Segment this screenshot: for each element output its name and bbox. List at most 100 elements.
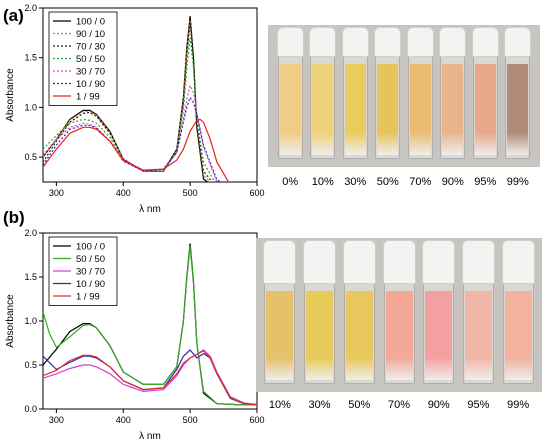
- vial: [502, 276, 534, 384]
- vial-glass: [505, 49, 531, 159]
- vial-cap: [263, 240, 297, 284]
- vial-cap: [342, 240, 376, 284]
- vial-cap: [309, 27, 337, 57]
- legend-label-0: 100 / 0: [76, 17, 105, 28]
- concentration-label: 50%: [348, 399, 371, 411]
- y-tick-label: 1.5: [24, 53, 37, 63]
- vial-cap: [504, 27, 532, 57]
- y-tick-label: 1.0: [24, 102, 37, 112]
- vial-cap: [501, 240, 535, 284]
- series-line-1: [43, 246, 257, 406]
- vial: [342, 49, 368, 159]
- vial-solution: [345, 291, 373, 380]
- legend-box: [48, 11, 118, 106]
- concentration-label: 70%: [387, 399, 411, 411]
- vials-photo-a: [268, 25, 540, 167]
- series-line-3: [43, 37, 216, 182]
- vial-solution: [279, 64, 301, 155]
- legend-label-1: 50 / 50: [76, 254, 105, 265]
- series-line-2: [43, 349, 257, 406]
- vial-solution: [385, 291, 413, 380]
- vial-cap: [471, 27, 499, 57]
- vial: [383, 276, 415, 384]
- vial-solution: [474, 64, 496, 155]
- y-tick-label: 2.0: [24, 3, 37, 13]
- x-axis-label: λ nm: [139, 431, 161, 442]
- legend-label-3: 10 / 90: [76, 279, 105, 290]
- percentage-labels-a: 0% 10% 30% 50% 70% 90% 95% 99%: [268, 176, 540, 190]
- vial-solution: [507, 64, 529, 155]
- vial-cap: [374, 27, 402, 57]
- vial-cap: [303, 240, 337, 284]
- y-tick-label: 0.0: [24, 404, 37, 414]
- concentration-label: 95%: [474, 176, 497, 188]
- y-tick-label: 1.0: [24, 316, 37, 326]
- panel-a-label: (a): [3, 6, 24, 25]
- vial-cap: [406, 27, 434, 57]
- legend-label-0: 100 / 0: [76, 242, 105, 253]
- vial: [440, 49, 466, 159]
- x-tick-label: 600: [249, 188, 264, 198]
- series-line-4: [43, 83, 219, 182]
- legend-label-6: 1 / 99: [76, 92, 100, 103]
- vial-glass: [304, 276, 336, 384]
- y-tick-label: 2.0: [24, 228, 37, 238]
- panel-b-label: (b): [3, 208, 25, 227]
- vial-cap: [382, 240, 416, 284]
- vial-glass: [440, 49, 466, 159]
- vial-solution: [425, 291, 453, 380]
- x-tick-label: 500: [183, 415, 198, 425]
- legend-label-2: 30 / 70: [76, 267, 105, 278]
- concentration-label: 99%: [507, 399, 530, 411]
- vial-glass: [277, 49, 303, 159]
- absorbance-chart-b: 300 400 500 600 0.0 0.5 1.0 1.5 2.0 λ nm Absorbanc…: [5, 228, 265, 442]
- vial-solution: [377, 64, 399, 155]
- percentage-labels-b: 10% 30% 50% 70% 90% 95% 99%: [256, 399, 542, 413]
- series-line-6: [43, 118, 230, 182]
- legend-label-1: 90 / 10: [76, 29, 105, 40]
- legend-label-5: 10 / 90: [76, 79, 105, 90]
- vial: [423, 276, 455, 384]
- concentration-label: 0%: [282, 176, 299, 188]
- x-tick-label: 600: [249, 415, 264, 425]
- plot-frame: [42, 7, 258, 183]
- concentration-label: 10%: [311, 176, 334, 188]
- vial-solution: [312, 64, 334, 155]
- x-tick-label: 400: [116, 415, 131, 425]
- vial: [304, 276, 336, 384]
- vial-solution: [344, 64, 366, 155]
- vial-cap: [422, 240, 456, 284]
- y-axis-label: Absorbance: [5, 68, 16, 122]
- vial-glass: [462, 276, 494, 384]
- x-tick-label: 400: [116, 188, 131, 198]
- vial-glass: [264, 276, 296, 384]
- vial-solution: [504, 291, 532, 380]
- vial-glass: [310, 49, 336, 159]
- vial-solution: [306, 291, 334, 380]
- vial-cap: [461, 240, 495, 284]
- legend-label-2: 70 / 30: [76, 42, 105, 53]
- vial-cap: [341, 27, 369, 57]
- vial-cap: [276, 27, 304, 57]
- x-tick-label: 300: [49, 415, 64, 425]
- legend-label-4: 1 / 99: [76, 292, 100, 303]
- vial-glass: [383, 276, 415, 384]
- vial: [407, 49, 433, 159]
- concentration-label: 95%: [467, 399, 490, 411]
- vial: [310, 49, 336, 159]
- vial-solution: [266, 291, 294, 380]
- vial-glass: [375, 49, 401, 159]
- vial-glass: [502, 276, 534, 384]
- vial-solution: [442, 64, 464, 155]
- vial-cap: [439, 27, 467, 57]
- x-axis-label: λ nm: [139, 204, 161, 215]
- vial: [505, 49, 531, 159]
- y-tick-label: 0.5: [24, 360, 37, 370]
- vial: [343, 276, 375, 384]
- legend-label-3: 50 / 50: [76, 54, 105, 65]
- absorbance-chart-a: 300 400 500 600 0.5 1.0 1.5 2.0 λ nm Absorbance 10…: [5, 3, 265, 215]
- concentration-label: 99%: [506, 176, 529, 188]
- vial: [375, 49, 401, 159]
- y-tick-label: 0.5: [24, 152, 37, 162]
- x-tick-label: 500: [183, 188, 198, 198]
